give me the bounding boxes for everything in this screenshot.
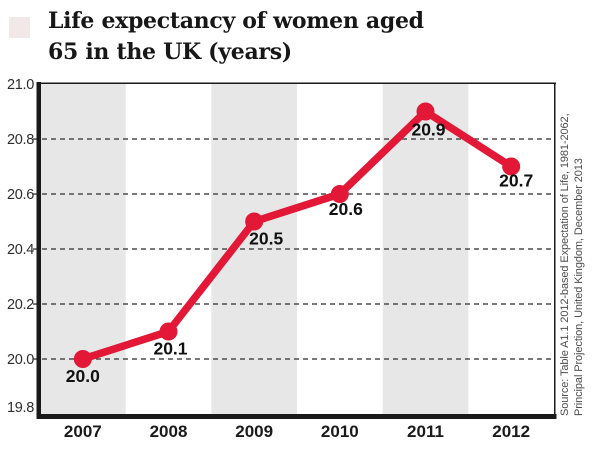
data-label-2011: 20.9 <box>411 120 445 140</box>
x-tick-label-2012: 2012 <box>492 422 530 441</box>
plot-border-right <box>554 82 556 414</box>
y-tick-label-20.4: 20.4 <box>7 242 34 258</box>
y-tick-label-20.0: 20.0 <box>7 352 34 368</box>
x-axis-line <box>36 414 557 419</box>
x-tick-label-2011: 2011 <box>407 422 444 441</box>
y-tick-label-20.8: 20.8 <box>7 132 34 148</box>
y-tick-label-21.0: 21.0 <box>7 78 34 93</box>
accent-square <box>9 17 30 38</box>
chart-title-line-2: 65 in the UK (years) <box>48 39 292 65</box>
line-chart: 19.8 20.0 20.2 20.4 20.6 20.8 21.0 2007 2008 2009… <box>7 78 557 441</box>
data-point-2007 <box>73 350 92 368</box>
x-tick-label-2010: 2010 <box>321 422 359 441</box>
data-point-2009 <box>245 212 264 231</box>
chart-title-line-1: Life expectancy of women aged <box>48 8 424 34</box>
y-tick-20.4 <box>33 248 37 250</box>
y-axis-line <box>36 82 41 419</box>
y-tick-20.6 <box>33 193 37 195</box>
source-note-line-2: Principal Projection, United Kingdom, De… <box>572 158 585 416</box>
data-label-2012: 20.7 <box>499 171 533 191</box>
data-point-2011 <box>416 102 435 121</box>
source-note: Source: Table A1.1 2012-based Expectatio… <box>559 78 586 416</box>
data-point-2010 <box>330 185 349 203</box>
data-label-2008: 20.1 <box>153 339 187 359</box>
data-label-2007: 20.0 <box>66 366 100 386</box>
y-tick-label-20.2: 20.2 <box>7 297 34 313</box>
x-tick-label-2007: 2007 <box>64 422 102 441</box>
data-point-2012 <box>502 157 521 176</box>
data-point-2008 <box>159 322 178 341</box>
x-tick-label-2009: 2009 <box>235 422 273 441</box>
y-tick-20 <box>33 358 37 360</box>
data-label-2010: 20.6 <box>329 199 363 219</box>
y-tick-20.8 <box>33 138 37 140</box>
data-line <box>79 107 515 363</box>
y-tick-label-19.8: 19.8 <box>7 400 34 416</box>
plot-border-top <box>40 82 556 84</box>
y-tick-20.2 <box>33 303 37 305</box>
x-tick-label-2008: 2008 <box>150 422 188 441</box>
data-label-2009: 20.5 <box>249 229 283 249</box>
y-tick-label-20.6: 20.6 <box>7 187 34 203</box>
chart-title: Life expectancy of women aged 65 in the … <box>48 6 424 68</box>
source-note-line-1: Source: Table A1.1 2012-based Expectatio… <box>559 113 571 416</box>
